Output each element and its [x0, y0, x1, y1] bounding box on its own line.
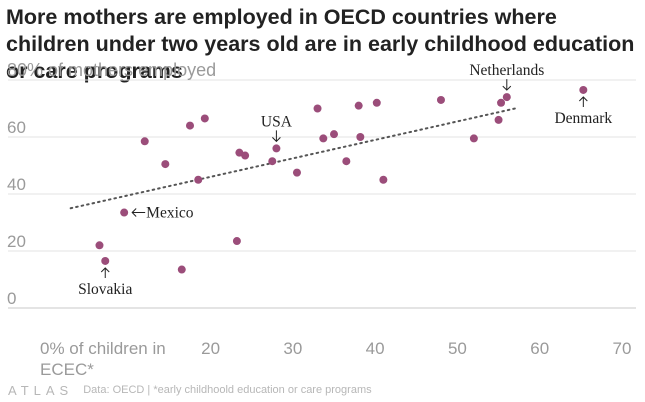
data-point-20 — [356, 133, 365, 141]
data-point-4 — [161, 160, 170, 169]
data-point-7 — [194, 175, 203, 184]
data-point-11 — [241, 151, 250, 160]
data-point-18 — [342, 157, 351, 166]
data-point-14 — [292, 168, 301, 177]
x-tick-label-20: 20 — [201, 339, 220, 358]
data-point-17 — [330, 130, 338, 139]
data-point-3 — [140, 137, 149, 146]
data-point-25 — [494, 115, 503, 124]
data-point-27 — [502, 93, 511, 102]
x-tick-label-50: 50 — [448, 339, 467, 358]
data-point-5 — [177, 265, 186, 274]
usa-arrow — [272, 130, 281, 143]
data-point-28 — [579, 85, 588, 94]
data-point-15 — [313, 104, 322, 113]
denmark-label: Denmark — [554, 110, 612, 127]
denmark-arrow — [578, 96, 588, 107]
y-tick-label-20: 20 — [7, 232, 26, 251]
data-point-22 — [379, 175, 388, 184]
y-tick-label-0: 0 — [7, 289, 16, 308]
data-point-21 — [372, 98, 381, 107]
mexico-arrow — [131, 208, 146, 217]
data-point-23 — [436, 95, 445, 104]
data-point-19 — [354, 101, 363, 110]
netherlands-label: Netherlands — [469, 62, 544, 79]
data-point-8 — [200, 114, 209, 123]
slovakia-label: Slovakia — [78, 281, 132, 298]
source-note: Data: OECD | *early childhoold education… — [83, 384, 372, 396]
data-point-26 — [497, 98, 506, 107]
atlas-logo: ATLAS — [8, 382, 74, 398]
x-tick-label-60: 60 — [530, 339, 549, 358]
data-point-1 — [101, 256, 110, 265]
netherlands-arrow — [502, 79, 512, 91]
data-point-9 — [232, 237, 241, 246]
data-point-13 — [272, 144, 281, 153]
y-tick-label-40: 40 — [7, 175, 26, 194]
data-point-12 — [268, 157, 277, 166]
mexico-label: Mexico — [146, 205, 194, 222]
data-point-6 — [186, 121, 194, 130]
data-point-0 — [95, 241, 104, 250]
y-tick-label-60: 60 — [7, 118, 26, 137]
slovakia-arrow — [100, 267, 110, 278]
x-tick-label-0: 0% of children in ECEC* — [40, 339, 166, 379]
x-tick-label-40: 40 — [366, 339, 385, 358]
y-tick-label-80: 80% of mothers employed — [7, 60, 216, 80]
chart-title: More mothers are employed in OECD countr… — [6, 5, 635, 83]
data-point-2 — [120, 208, 129, 217]
footer: ATLAS Data: OECD | *early childhoold edu… — [8, 380, 372, 400]
data-point-16 — [319, 134, 328, 143]
x-tick-label-30: 30 — [283, 339, 302, 358]
trend-line — [69, 107, 517, 210]
usa-label: USA — [261, 113, 293, 130]
data-point-24 — [469, 134, 478, 143]
x-tick-label-70: 70 — [613, 339, 632, 358]
